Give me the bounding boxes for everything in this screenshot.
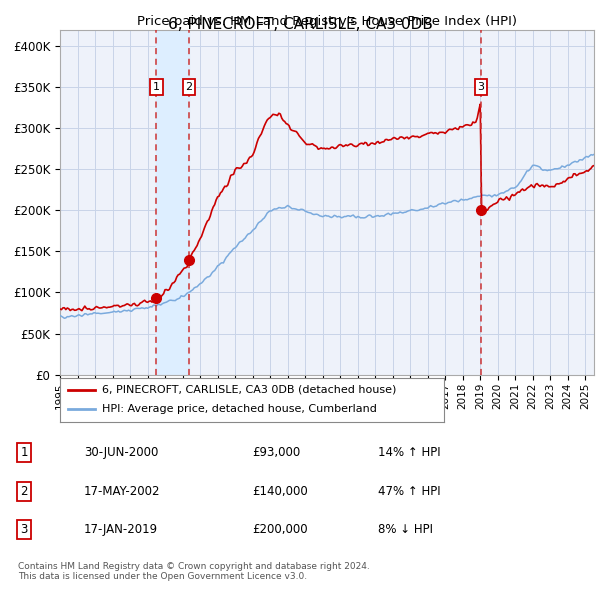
Text: 17-MAY-2002: 17-MAY-2002 [84, 484, 161, 498]
Text: HPI: Average price, detached house, Cumberland: HPI: Average price, detached house, Cumb… [102, 405, 377, 414]
Text: £200,000: £200,000 [252, 523, 308, 536]
Text: 1: 1 [20, 446, 28, 460]
Text: £93,000: £93,000 [252, 446, 300, 460]
Text: 8% ↓ HPI: 8% ↓ HPI [378, 523, 433, 536]
Text: Contains HM Land Registry data © Crown copyright and database right 2024.
This d: Contains HM Land Registry data © Crown c… [18, 562, 370, 581]
Text: 17-JAN-2019: 17-JAN-2019 [84, 523, 158, 536]
Text: 6, PINECROFT, CARLISLE, CA3 0DB (detached house): 6, PINECROFT, CARLISLE, CA3 0DB (detache… [102, 385, 397, 395]
Title: Price paid vs. HM Land Registry's House Price Index (HPI): Price paid vs. HM Land Registry's House … [137, 15, 517, 28]
Text: 1: 1 [153, 82, 160, 92]
Text: 14% ↑ HPI: 14% ↑ HPI [378, 446, 440, 460]
Bar [156, 30, 189, 375]
Text: 3: 3 [20, 523, 28, 536]
Text: 3: 3 [478, 82, 485, 92]
Text: 47% ↑ HPI: 47% ↑ HPI [378, 484, 440, 498]
Text: 2: 2 [20, 484, 28, 498]
Text: 2: 2 [185, 82, 193, 92]
Text: 6, PINECROFT, CARLISLE, CA3 0DB: 6, PINECROFT, CARLISLE, CA3 0DB [167, 17, 433, 31]
Text: 30-JUN-2000: 30-JUN-2000 [84, 446, 158, 460]
Text: £140,000: £140,000 [252, 484, 308, 498]
